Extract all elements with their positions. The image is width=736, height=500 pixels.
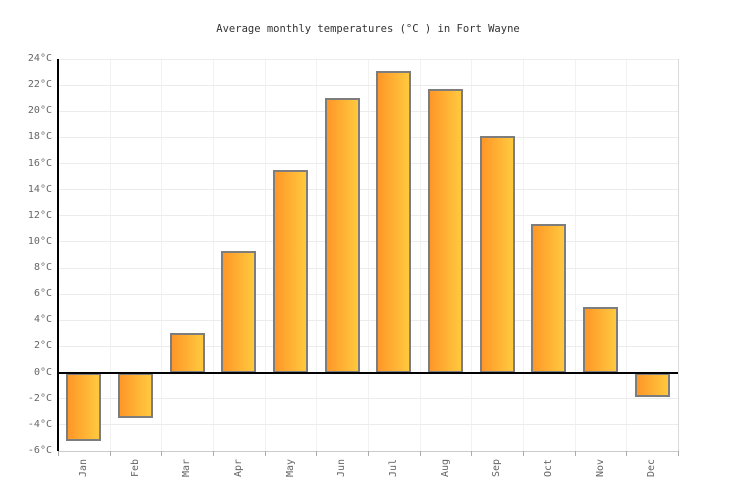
y-tick-label: 12°C — [27, 209, 52, 221]
x-tick-label-apr: Apr — [232, 458, 244, 478]
x-tick-label-feb: Feb — [129, 458, 141, 478]
horizontal-gridline — [58, 241, 678, 243]
x-tick-label-sep: Sep — [491, 458, 503, 478]
horizontal-gridline — [58, 136, 678, 138]
y-tick-label: 4°C — [33, 314, 52, 326]
x-axis-tick — [264, 451, 266, 456]
horizontal-gridline — [58, 110, 678, 112]
y-tick-label: -4°C — [27, 418, 52, 430]
vertical-gridline — [213, 59, 214, 451]
y-tick-label: 18°C — [27, 131, 52, 143]
vertical-gridline — [523, 59, 524, 451]
x-axis-tick — [419, 451, 421, 456]
x-tick-label-may: May — [284, 458, 296, 478]
y-tick-label: 10°C — [27, 235, 52, 247]
horizontal-gridline — [58, 189, 678, 191]
vertical-gridline — [471, 59, 473, 451]
y-tick-label: 16°C — [27, 157, 52, 169]
vertical-gridline — [316, 59, 318, 451]
vertical-gridline — [161, 59, 163, 451]
vertical-gridline — [368, 59, 369, 451]
zero-line — [58, 371, 678, 374]
vertical-gridline — [419, 59, 421, 451]
bar-mar — [169, 333, 205, 373]
vertical-gridline — [626, 59, 628, 451]
bar-may — [273, 170, 308, 373]
y-tick-label: 24°C — [27, 53, 52, 64]
chart-title: Average monthly temperatures (°C ) in Fo… — [216, 23, 520, 35]
horizontal-gridline — [58, 84, 678, 86]
bar-nov — [583, 307, 618, 373]
y-tick-label: -6°C — [27, 445, 52, 456]
vertical-gridline — [264, 59, 266, 451]
horizontal-gridline — [58, 267, 678, 269]
x-tick-label-nov: Nov — [594, 458, 606, 478]
horizontal-gridline — [58, 293, 678, 295]
plot-border-right — [678, 59, 679, 451]
x-tick-label-mar: Mar — [181, 458, 193, 478]
bar-oct — [531, 223, 567, 373]
horizontal-gridline — [58, 424, 678, 426]
y-tick-label: 2°C — [33, 340, 52, 352]
vertical-gridline — [574, 59, 576, 451]
x-axis-tick — [368, 451, 369, 456]
bar-jul — [376, 70, 412, 373]
bar-feb — [118, 372, 153, 419]
bar-jun — [324, 98, 360, 373]
bar-apr — [221, 251, 257, 373]
y-tick-label: -2°C — [27, 392, 52, 404]
x-tick-label-jul: Jul — [387, 458, 399, 478]
x-axis-tick — [58, 451, 59, 456]
horizontal-gridline — [58, 58, 678, 60]
bar-sep — [479, 136, 515, 373]
x-tick-label-aug: Aug — [439, 458, 451, 478]
y-tick-label: 0°C — [33, 366, 52, 378]
y-tick-label: 22°C — [27, 79, 52, 91]
x-tick-label-oct: Oct — [542, 458, 554, 478]
x-axis-tick — [471, 451, 473, 456]
y-tick-label: 6°C — [33, 288, 52, 300]
x-axis-tick — [678, 451, 679, 456]
bar-aug — [428, 89, 463, 373]
x-axis-tick — [626, 451, 628, 456]
y-tick-label: 20°C — [27, 105, 52, 117]
x-axis-tick — [523, 451, 524, 456]
horizontal-gridline — [58, 398, 678, 400]
bar-jan — [66, 372, 102, 441]
x-axis-tick — [161, 451, 163, 456]
x-tick-label-dec: Dec — [646, 458, 658, 478]
y-axis-line — [57, 59, 59, 451]
x-tick-label-jun: Jun — [336, 458, 348, 478]
horizontal-gridline — [58, 345, 678, 347]
horizontal-gridline — [58, 319, 678, 321]
x-tick-label-jan: Jan — [77, 458, 89, 478]
horizontal-gridline — [58, 163, 678, 165]
y-tick-label: 14°C — [27, 183, 52, 195]
x-axis-tick — [213, 451, 214, 456]
x-axis-tick — [316, 451, 318, 456]
x-axis-tick — [574, 451, 576, 456]
horizontal-gridline — [58, 215, 678, 217]
y-tick-label: 8°C — [33, 262, 52, 274]
vertical-gridline — [109, 59, 111, 451]
x-axis-tick — [109, 451, 111, 456]
bar-dec — [634, 372, 670, 398]
